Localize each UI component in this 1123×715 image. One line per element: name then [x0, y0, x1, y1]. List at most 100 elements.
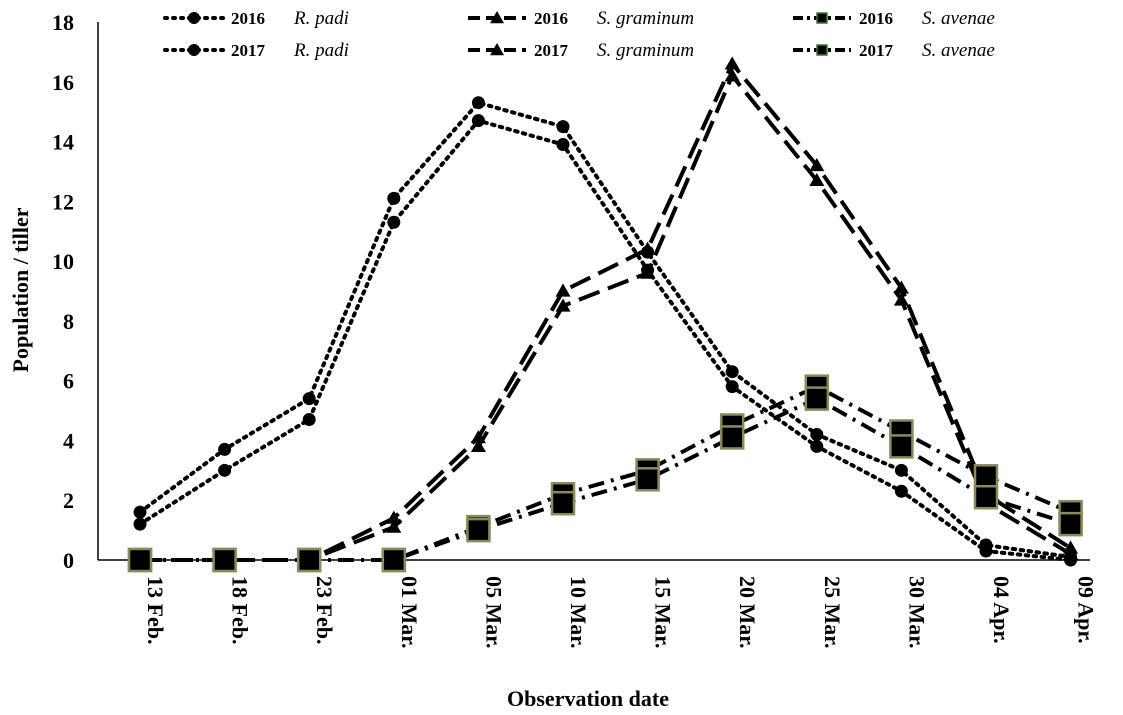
series-rpadi-2017: [133, 114, 1078, 567]
data-point: [640, 265, 656, 279]
data-point: [810, 439, 824, 453]
data-point: [555, 283, 571, 297]
legend-year: 2016: [859, 9, 893, 28]
y-tick-label: 12: [52, 189, 74, 214]
series-line: [138, 118, 1073, 562]
data-point: [302, 392, 316, 406]
y-tick-label: 4: [63, 428, 74, 453]
y-axis-title: Population / tiller: [8, 207, 33, 372]
data-point: [296, 547, 322, 573]
data-point: [725, 380, 739, 394]
data-point: [725, 365, 739, 379]
data-point: [804, 386, 830, 411]
data-point: [133, 517, 147, 531]
data-point: [1058, 511, 1083, 537]
legend-item: 2016 S. avenae: [793, 8, 995, 29]
y-tick-label: 10: [52, 249, 74, 274]
data-point: [302, 413, 316, 427]
x-tick-label: 01 Mar.: [397, 576, 422, 649]
x-tick-label: 20 Mar.: [735, 576, 760, 649]
data-point: [212, 547, 237, 573]
legend-swatch-marker: [490, 43, 504, 56]
data-point: [893, 292, 909, 306]
data-point: [894, 484, 908, 498]
data-point: [470, 438, 486, 453]
y-tick-label: 16: [52, 70, 74, 95]
data-point: [635, 467, 660, 492]
legend-species: S. avenae: [922, 40, 995, 61]
legend-year: 2016: [231, 9, 265, 28]
x-tick-label: 09 Apr.: [1074, 576, 1099, 644]
legend-item: 2017 S. avenae: [793, 40, 995, 61]
x-tick-label: 30 Mar.: [904, 576, 929, 649]
data-point: [466, 517, 491, 543]
data-point: [719, 425, 745, 450]
data-point: [387, 191, 401, 205]
legend-species: R. padi: [293, 40, 349, 61]
data-point: [556, 138, 570, 152]
data-point: [973, 484, 999, 510]
x-tick-label: 10 Mar.: [566, 576, 591, 649]
data-point: [381, 547, 407, 573]
x-tick-label: 25 Mar.: [820, 576, 845, 649]
data-point: [973, 464, 999, 489]
legend-item: 2017 S. graminum: [468, 40, 694, 61]
legend-year: 2017: [231, 41, 266, 60]
x-tick-label: 23 Feb.: [312, 576, 337, 644]
x-tick-label: 18 Feb.: [228, 576, 253, 644]
data-point: [471, 114, 485, 128]
legend-swatch-marker: [816, 44, 828, 56]
data-point: [1063, 546, 1079, 560]
series-line: [140, 396, 1072, 562]
legend-species: R. padi: [293, 8, 349, 29]
data-point: [724, 68, 740, 82]
data-point: [387, 215, 401, 229]
series-layer: [127, 56, 1083, 573]
series-line: [140, 71, 1072, 562]
y-tick-label: 6: [63, 369, 74, 394]
series-savenae-2016: [127, 374, 1083, 573]
x-axis-title: Observation date: [507, 686, 669, 711]
legend-species: S. graminum: [597, 40, 694, 61]
data-point: [809, 157, 825, 172]
legend-species: S. avenae: [922, 8, 995, 29]
data-point: [386, 510, 402, 524]
axes: [97, 22, 1090, 561]
y-tick-label: 8: [63, 309, 74, 334]
data-point: [127, 547, 153, 573]
x-tick-label: 13 Feb.: [143, 576, 168, 644]
legend-species: S. graminum: [597, 8, 694, 29]
legend-item: 2017 R. padi: [163, 40, 349, 61]
y-tick-label: 14: [52, 130, 74, 155]
legend-year: 2016: [534, 9, 568, 28]
data-point: [471, 96, 485, 110]
data-point: [218, 442, 232, 456]
y-tick-label: 0: [63, 548, 74, 573]
data-point: [724, 56, 740, 70]
data-point: [640, 241, 656, 255]
data-point: [133, 505, 147, 519]
data-point: [810, 427, 824, 441]
legend-item: 2016 R. padi: [163, 8, 349, 29]
y-tick-label: 18: [52, 10, 74, 35]
data-point: [386, 519, 402, 533]
x-tick-labels: 13 Feb. 18 Feb. 23 Feb. 01 Mar. 05 Mar. 10 Ma…: [143, 576, 1099, 649]
legend-year: 2017: [859, 41, 894, 60]
series-line: [140, 60, 1072, 562]
data-point: [979, 544, 993, 558]
y-tick-labels: 0 2 4 6 8 10 12 14 16 18: [52, 10, 74, 573]
series-rpadi-2016: [133, 96, 1078, 564]
data-point: [809, 172, 825, 187]
data-point: [550, 490, 576, 516]
legend-swatch-marker: [188, 44, 200, 56]
y-tick-label: 2: [63, 488, 74, 513]
x-tick-label: 04 Apr.: [989, 576, 1014, 644]
legend-swatch-marker: [188, 12, 200, 24]
data-point: [218, 463, 232, 477]
legend-year: 2017: [534, 41, 569, 60]
data-point: [555, 298, 571, 312]
data-point: [894, 463, 908, 477]
data-point: [893, 280, 909, 294]
